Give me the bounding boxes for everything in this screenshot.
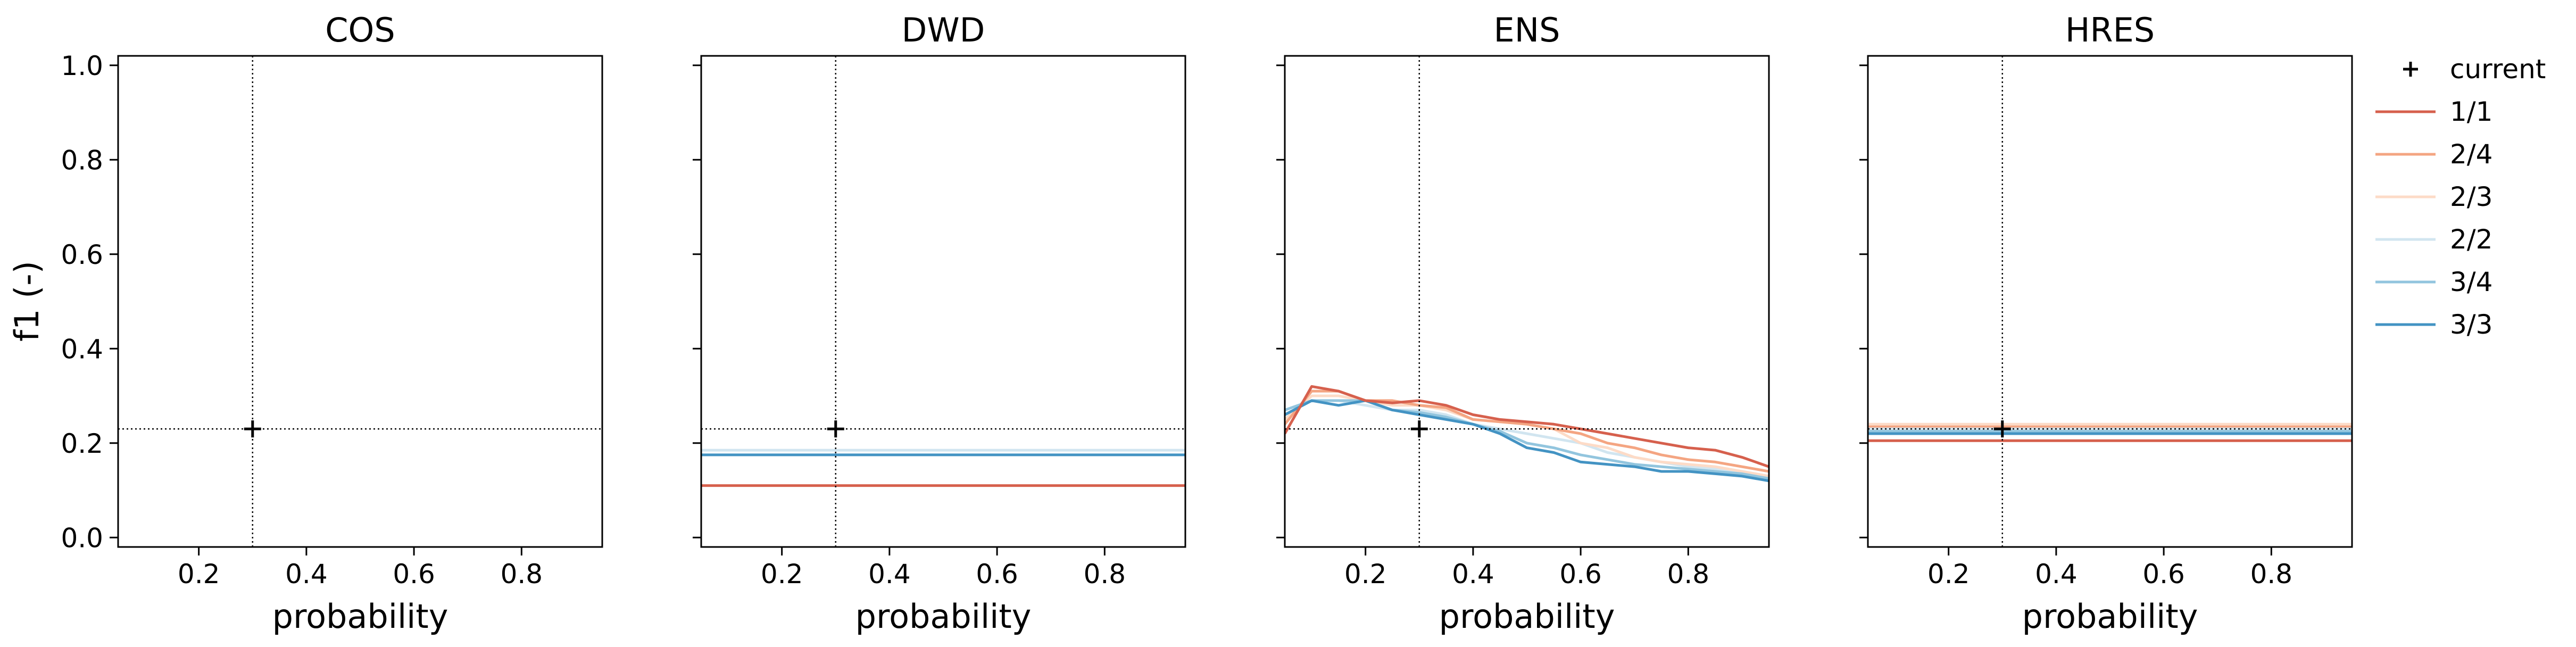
current-marker [1993, 420, 2011, 438]
current-marker [827, 420, 844, 438]
legend: current 1/1 2/4 2/3 2/2 3/4 3/3 [2375, 54, 2546, 340]
x-tick-label: 0.4 [285, 559, 328, 590]
legend-label: 2/3 [2450, 181, 2492, 212]
x-tick-label: 0.4 [2035, 559, 2078, 590]
x-axis-label: probability [2022, 597, 2198, 636]
plot-area [1868, 422, 2352, 442]
legend-label: 1/1 [2450, 96, 2492, 127]
y-tick-label: 0.0 [61, 522, 103, 553]
legend-label: 2/4 [2450, 139, 2492, 170]
x-axis-label: probability [855, 597, 1032, 636]
x-tick-label: 0.6 [1559, 559, 1602, 590]
axes-frame [117, 55, 603, 548]
x-tick-label: 0.6 [2142, 559, 2185, 590]
y-tick-label: 1.0 [61, 51, 103, 81]
x-axis-label: probability [272, 597, 448, 636]
panel-title: HRES [2065, 11, 2155, 49]
x-tick-label: 0.2 [1927, 559, 1970, 590]
panel-title: ENS [1494, 11, 1560, 49]
legend-label: 2/2 [2450, 224, 2492, 255]
x-tick-label: 0.8 [1084, 559, 1126, 590]
y-tick-label: 0.8 [61, 145, 103, 176]
x-tick-label: 0.2 [178, 559, 220, 590]
legend-label: 3/4 [2450, 267, 2492, 297]
x-tick-label: 0.2 [1344, 559, 1387, 590]
panel-title: DWD [902, 11, 985, 49]
axes-frame [1867, 55, 2353, 548]
x-tick-label: 0.6 [976, 559, 1018, 590]
y-axis-label: f1 (-) [7, 261, 46, 342]
x-tick-label: 0.6 [393, 559, 435, 590]
x-tick-label: 0.8 [2250, 559, 2293, 590]
plot-area [701, 449, 1185, 487]
axes-frame [700, 55, 1186, 548]
x-tick-label: 0.8 [1667, 559, 1710, 590]
y-tick-label: 0.4 [61, 334, 103, 364]
legend-label: current [2450, 54, 2546, 85]
legend-label: 3/3 [2450, 309, 2492, 340]
x-tick-label: 0.4 [868, 559, 911, 590]
plot-area [1285, 385, 1769, 483]
y-tick-label: 0.2 [61, 428, 103, 459]
x-tick-label: 0.8 [501, 559, 543, 590]
legend-current-marker [2403, 62, 2418, 77]
panel-title: COS [325, 11, 395, 49]
x-axis-label: probability [1439, 597, 1615, 636]
x-tick-label: 0.2 [761, 559, 803, 590]
panel-hres: HRES 0.2 0.4 0.6 0.8 probability [1859, 11, 2353, 636]
series-line-2-3 [1285, 394, 1769, 478]
current-marker [244, 420, 261, 438]
series-line-2-2 [1285, 399, 1769, 478]
current-marker [1410, 420, 1428, 438]
series-line-1-1 [1285, 385, 1769, 468]
panel-dwd: DWD 0.2 0.4 0.6 0.8 probability [693, 11, 1186, 636]
panel-ens: ENS 0.2 0.4 0.6 0.8 probability [1276, 11, 1770, 636]
panel-cos: COS 0.2 0.4 0.6 0.8 probability 0.0 0.2 0.4 0.6 0.… [61, 11, 603, 636]
axes-frame [1284, 55, 1770, 548]
x-tick-label: 0.4 [1452, 559, 1494, 590]
y-tick-label: 0.6 [61, 239, 103, 270]
